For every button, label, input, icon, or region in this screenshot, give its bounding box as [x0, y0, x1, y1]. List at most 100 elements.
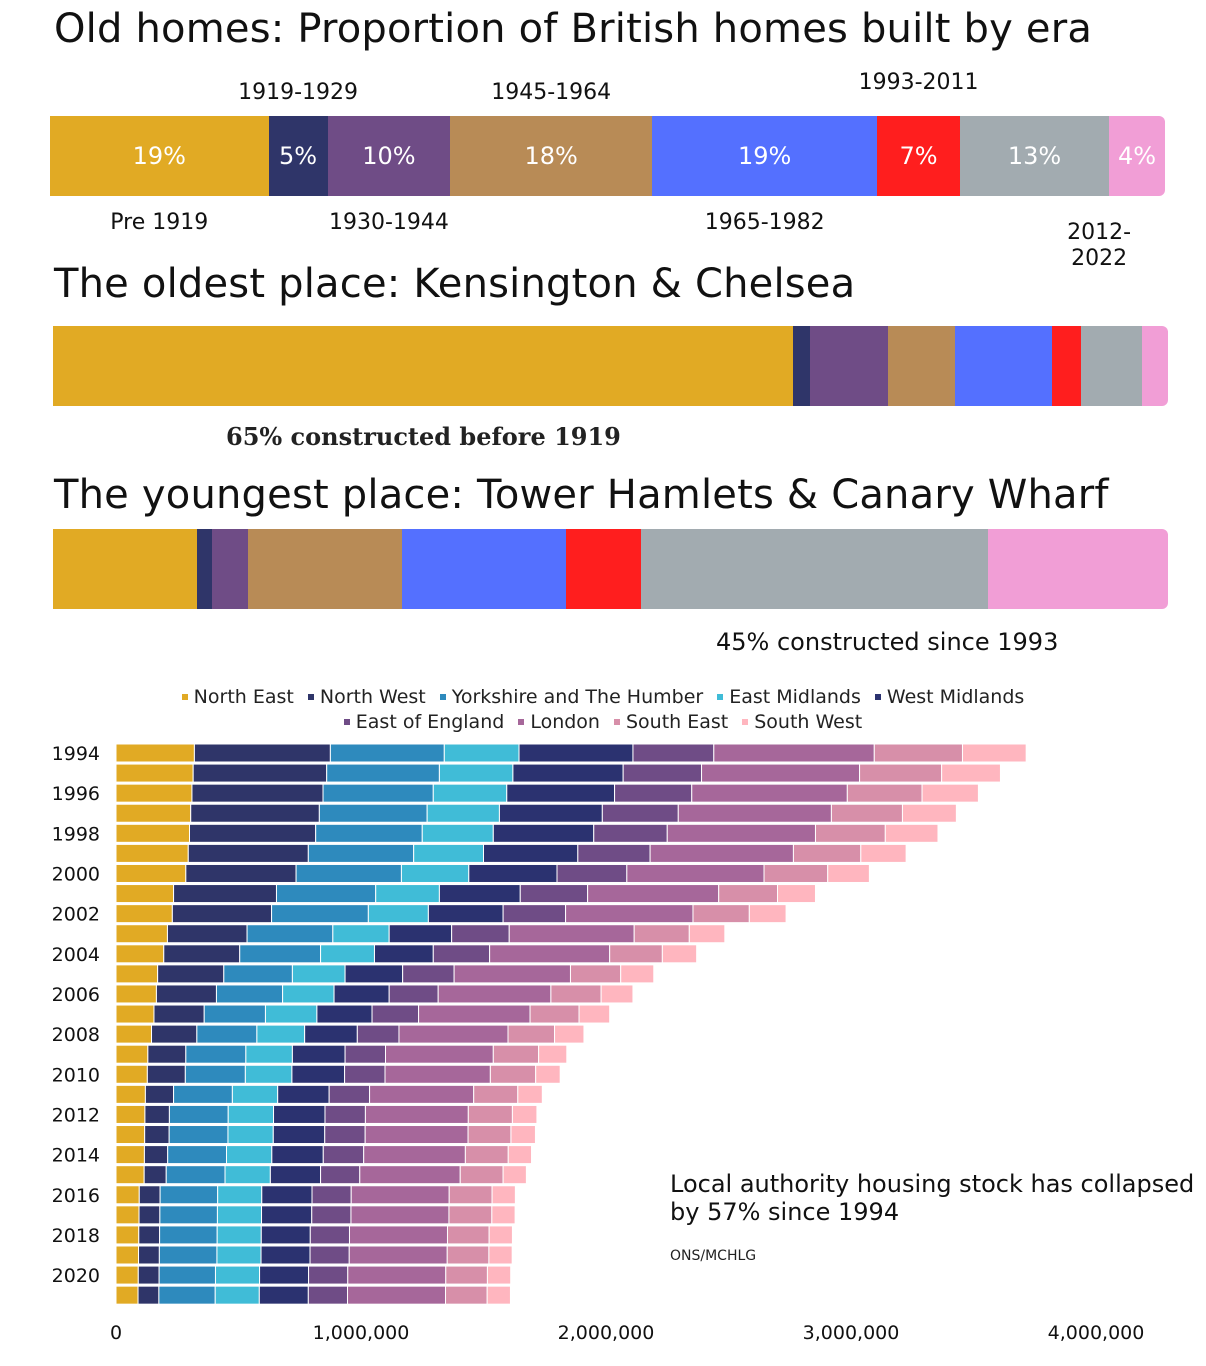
bar-segment: [507, 1145, 533, 1165]
bar-segment: [400, 863, 470, 883]
bar-segment: [873, 743, 963, 763]
bar-segment: [115, 964, 159, 984]
x-tick-label: 1,000,000: [313, 1322, 410, 1344]
bar-segment: [137, 1285, 160, 1305]
bar-segment: [718, 884, 779, 904]
bar-segment: [138, 1185, 161, 1205]
bar-segment: [491, 1205, 516, 1225]
bar-segment: [473, 1084, 519, 1104]
bar-segment: [830, 803, 903, 823]
y-tick-label: 2020: [52, 1265, 100, 1287]
bar-segment: [168, 1125, 229, 1145]
kensington-note: 65% constructed before 1919: [226, 422, 621, 451]
era-segment-percent: 7%: [899, 142, 938, 170]
bar-segment: [326, 763, 440, 783]
bar-segment: [271, 1145, 324, 1165]
bar-segment: [282, 984, 335, 1004]
bar-segment: [217, 1185, 263, 1205]
bar-segment: [468, 863, 558, 883]
bar-segment: [115, 1245, 140, 1265]
bar-segment: [115, 1205, 140, 1225]
bar-segment: [168, 1104, 229, 1124]
bar-segment: [486, 1265, 512, 1285]
bar-segment: [158, 1245, 218, 1265]
bar-segment: [159, 1185, 219, 1205]
bar-segment: [593, 823, 668, 843]
bar-segment: [814, 823, 886, 843]
chart-legend: North East North West Yorkshire and The Hu…: [0, 684, 1206, 734]
bar-segment: [347, 1265, 447, 1285]
legend-item: East Midlands: [717, 686, 861, 708]
legend-label: South West: [754, 710, 863, 733]
bar-segment: [324, 1104, 366, 1124]
bar-segment: [115, 743, 195, 763]
bar-segment: [748, 904, 787, 924]
bar-segment: [115, 863, 187, 883]
bar-segment: [216, 1245, 262, 1265]
bar-segment: [388, 984, 439, 1004]
era-segment-percent: 19%: [132, 142, 186, 170]
bar-segment: [231, 1084, 279, 1104]
bar-segment: [459, 1165, 504, 1185]
bar-segment: [486, 1285, 511, 1305]
bar-segment: [137, 1265, 160, 1285]
bar-segment: [193, 743, 331, 763]
bar-segment: [264, 1004, 318, 1024]
bar-segment: [115, 1265, 139, 1285]
bar-segment: [307, 1285, 349, 1305]
bar-segment: [115, 1285, 139, 1305]
bar-segment: [535, 1064, 561, 1084]
bar-segment: [846, 783, 923, 803]
bar-segment: [373, 944, 434, 964]
bar-segment: [350, 1185, 450, 1205]
bar-segment: [777, 884, 816, 904]
bar-segment: [356, 1024, 400, 1044]
y-tick-label: 2006: [52, 984, 100, 1006]
era-segment: 19%: [50, 116, 269, 196]
bar-segment: [227, 1104, 275, 1124]
bar-segment: [115, 1225, 140, 1245]
bar-segment: [445, 1285, 488, 1305]
bar-segment: [418, 1004, 531, 1024]
bar-segment: [827, 863, 870, 883]
bar-segment: [502, 1165, 527, 1185]
bar-segment: [622, 763, 703, 783]
bar-segment: [291, 964, 346, 984]
bar-segment: [577, 843, 651, 863]
bar-segment: [185, 1044, 247, 1064]
bar-segment: [614, 783, 693, 803]
bar-segment: [315, 823, 423, 843]
bar-segment: [350, 1205, 450, 1225]
era-label: Pre 1919: [110, 210, 209, 235]
era-label: 2012- 2022: [1067, 220, 1132, 271]
legend-item: London: [518, 711, 600, 733]
bar-segment: [901, 803, 957, 823]
bar-segment: [364, 1125, 469, 1145]
bar-segment: [115, 763, 194, 783]
y-tick-label: 2012: [52, 1104, 100, 1126]
bar-segment: [138, 1245, 160, 1265]
bar-segment: [578, 1004, 611, 1024]
bar-segment: [438, 884, 521, 904]
bar-segment: [688, 924, 726, 944]
bar-segment: [155, 984, 217, 1004]
bar-segment: [432, 783, 508, 803]
bar-segment: [565, 904, 694, 924]
bar-segment: [260, 1245, 311, 1265]
bar-segment: [258, 1285, 309, 1305]
bar-segment: [227, 1125, 274, 1145]
legend-swatch: [439, 693, 446, 700]
bar-segment: [364, 1104, 469, 1124]
bar-segment: [348, 1225, 448, 1245]
bar-segment: [446, 1225, 490, 1245]
bar-segment: [203, 1004, 266, 1024]
bar-segment: [413, 843, 484, 863]
bar-segment: [216, 1205, 263, 1225]
bar-segment: [115, 803, 192, 823]
bar-segment: [147, 1044, 187, 1064]
bar-segment: [348, 1245, 448, 1265]
bar-segment: [464, 1145, 509, 1165]
bar-segment: [492, 823, 595, 843]
y-tick-label: 2000: [52, 863, 100, 885]
bar-segment: [884, 823, 939, 843]
